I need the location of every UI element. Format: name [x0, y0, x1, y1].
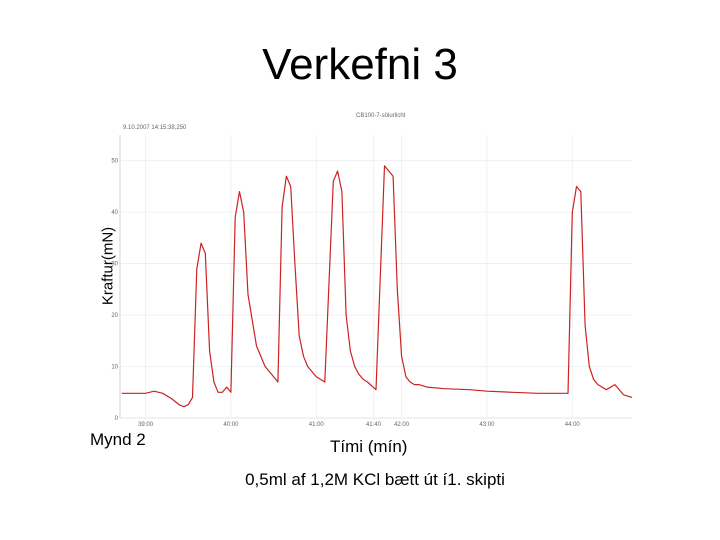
y-axis-label: Kraftur(mN) [99, 226, 117, 306]
y-tick-label: 20 [111, 313, 118, 319]
y-tick-label: 40 [111, 210, 118, 216]
x-tick-label: 44:00 [565, 422, 581, 428]
x-tick-label: 41:00 [309, 422, 325, 428]
x-tick-label: 42:00 [394, 422, 410, 428]
x-tick-label: 41:40 [366, 422, 382, 428]
slide-title: Verkefni 3 [262, 40, 458, 89]
chart-header-title: CB100-7-sölurlicht [356, 113, 406, 119]
x-tick-label: 39:00 [138, 422, 154, 428]
y-tick-label: 0 [115, 416, 119, 422]
y-tick-label: 30 [111, 262, 118, 268]
x-tick-labels: 39:00 40:00 41:00 41:40 42:00 43:00 44:00 [138, 422, 580, 428]
series-line [121, 165, 633, 408]
y-tick-label: 50 [111, 159, 118, 165]
x-tick-label: 40:00 [223, 422, 239, 428]
x-tick-label: 43:00 [479, 422, 495, 428]
y-tick-labels: 0 10 20 30 40 50 [111, 159, 118, 422]
chart-series [121, 165, 633, 408]
y-tick-label: 10 [111, 365, 118, 371]
slide-note: 0,5ml af 1,2M KCl bætt út í1. skipti [245, 470, 505, 489]
figure-caption: Mynd 2 [90, 430, 146, 449]
x-axis-label: Tími (mín) [330, 437, 408, 456]
chart-header-timestamp: 9.10.2007 14:15:38,250 [123, 125, 187, 131]
